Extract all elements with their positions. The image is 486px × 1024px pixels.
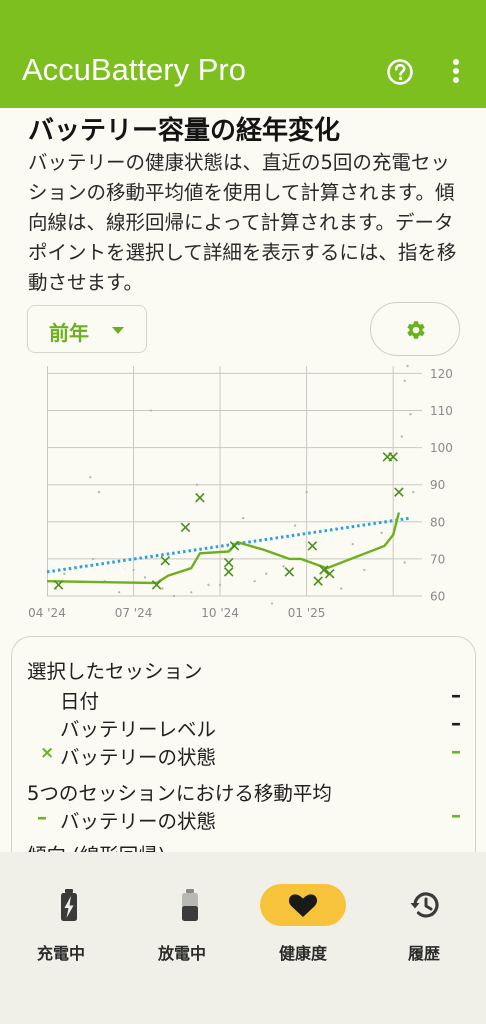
date-value: – (451, 683, 461, 707)
reading-dot (403, 561, 406, 564)
session-marker (53, 580, 64, 590)
session-marker (324, 568, 335, 579)
chevron-down-icon (112, 327, 124, 334)
nav-item-discharging[interactable]: 放電中 (132, 870, 232, 970)
reading-dot (63, 572, 66, 575)
date-label: 日付 (60, 690, 100, 713)
gear-icon (407, 321, 425, 339)
reading-dot (89, 476, 92, 479)
y-tick-label: 100 (430, 441, 453, 455)
reading-dot (412, 490, 415, 494)
battery-level-value: – (451, 711, 461, 735)
nav-label-discharging: 放電中 (157, 944, 206, 963)
reading-dot (132, 568, 135, 572)
y-tick-label: 70 (430, 552, 445, 566)
reading-dot (380, 531, 383, 535)
y-tick-label: 60 (430, 590, 445, 604)
period-label: 前年 (49, 321, 89, 345)
session-marker (394, 487, 404, 497)
nav-item-health[interactable]: 健康度 (253, 870, 353, 970)
selected-session-heading: 選択したセッション (27, 660, 203, 683)
reading-dot (161, 587, 164, 590)
app-bar: AccuBattery Pro (0, 0, 486, 108)
session-marker (284, 567, 295, 577)
line-marker-icon: – (37, 805, 47, 829)
history-icon (384, 886, 464, 926)
x-tick-label: 01 '25 (288, 606, 326, 620)
session-marker (151, 580, 162, 590)
reading-dot (207, 583, 210, 587)
session-marker (388, 452, 398, 462)
nav-item-history[interactable]: 履歴 (374, 870, 474, 970)
session-marker (223, 557, 234, 568)
reading-dot (340, 587, 343, 590)
reading-dot (172, 594, 176, 598)
trend-line (46, 516, 411, 574)
reading-dot (97, 490, 101, 494)
session-marker (313, 576, 323, 586)
app-title: AccuBattery Pro (22, 52, 246, 87)
reading-dot (293, 524, 297, 527)
y-tick-label: 80 (430, 515, 445, 529)
battery-level-label: バッテリーレベル (60, 718, 217, 741)
reading-dot (190, 591, 193, 594)
reading-dot (282, 565, 285, 568)
session-marker (160, 555, 171, 566)
reading-dot (363, 568, 366, 572)
reading-dot (117, 591, 121, 594)
reading-dot (265, 572, 268, 575)
section-title: バッテリー容量の経年変化 (28, 116, 341, 146)
period-dropdown[interactable]: 前年 (27, 305, 147, 353)
more-vert-icon[interactable] (446, 56, 466, 88)
chart-settings-button[interactable] (370, 302, 460, 356)
reading-dot (403, 379, 406, 383)
battery-health-value: – (451, 739, 461, 763)
reading-dot (409, 413, 412, 416)
moving-average-heading: 5つのセッションにおける移動平均 (27, 782, 332, 805)
reading-dot (241, 516, 245, 520)
battery-icon (142, 886, 222, 926)
section-description: バッテリーの健康状態は、直近の5回の充電セッションの移動平均値を使用して計算され… (28, 151, 457, 294)
session-marker (195, 492, 205, 503)
reading-dot (400, 435, 404, 438)
y-tick-label: 120 (430, 367, 453, 381)
reading-dot (305, 490, 308, 494)
nav-item-charging[interactable]: 充電中 (11, 870, 111, 970)
nav-label-history: 履歴 (407, 944, 440, 963)
y-tick-label: 110 (430, 404, 453, 418)
reading-dot (218, 583, 222, 587)
x-tick-label: 04 '24 (28, 606, 66, 620)
x-tick-label: 10 '24 (201, 606, 239, 620)
heart-icon (260, 884, 346, 926)
reading-dot (253, 579, 256, 583)
bottom-navigation: 充電中 放電中 健康度 履歴 (0, 852, 486, 1024)
x-tick-label: 07 '24 (115, 606, 153, 620)
session-marker (319, 565, 329, 575)
y-tick-label: 90 (430, 478, 445, 492)
reading-dot (91, 557, 95, 561)
moving-average-health-label: バッテリーの状態 (60, 810, 217, 833)
moving-average-health-value: – (451, 803, 461, 827)
reading-dot (149, 409, 153, 412)
reading-dot (270, 602, 274, 605)
battery-health-label: バッテリーの状態 (60, 746, 217, 769)
reading-dot (351, 542, 354, 546)
session-marker (229, 541, 240, 551)
battery-charging-icon (21, 886, 101, 926)
help-circle-icon[interactable] (386, 58, 414, 86)
x-marker-icon: × (40, 743, 55, 763)
reading-dot (406, 364, 409, 368)
session-marker (180, 522, 191, 533)
session-marker (307, 541, 318, 551)
moving-average-line (46, 512, 401, 585)
nav-label-charging: 充電中 (36, 944, 85, 963)
session-marker (223, 567, 234, 577)
reading-dot (143, 576, 147, 579)
nav-label-health: 健康度 (278, 944, 327, 963)
battery-capacity-chart[interactable]: 60 70 80 90 100 110 120 04 '24 07 '24 10 '24 01 '2… (0, 362, 486, 628)
reading-dot (195, 483, 199, 486)
